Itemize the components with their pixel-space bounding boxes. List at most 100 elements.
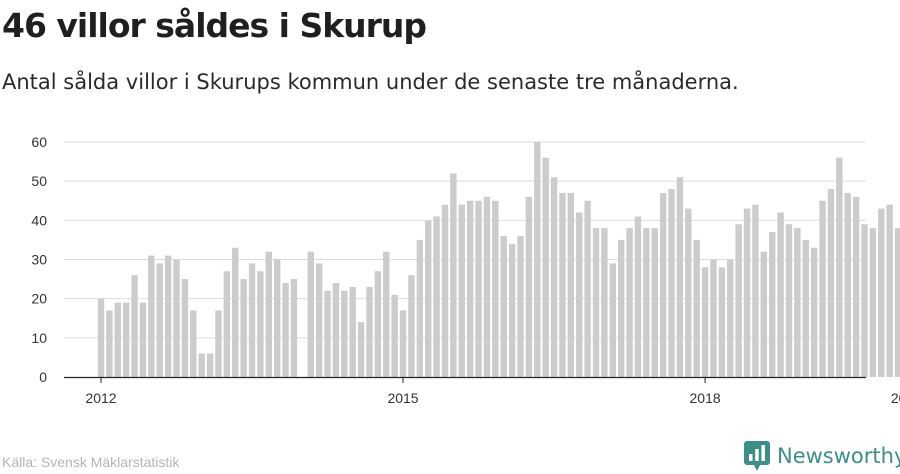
- bar: [483, 196, 491, 377]
- x-tick-label: 2015: [387, 390, 418, 406]
- bar: [475, 200, 482, 377]
- bar: [366, 286, 373, 377]
- bar: [198, 353, 205, 377]
- y-tick-label: 40: [31, 212, 47, 228]
- x-tick-label: 2020: [891, 390, 900, 406]
- bar: [450, 173, 457, 377]
- bar: [693, 239, 700, 377]
- bar: [164, 255, 172, 377]
- bar: [836, 157, 843, 377]
- bar: [802, 239, 809, 377]
- newsworthy-logo-icon: [744, 441, 770, 471]
- bar: [349, 286, 356, 377]
- bar: [374, 271, 382, 377]
- bar: [232, 247, 239, 377]
- bar: [760, 251, 768, 377]
- bar: [324, 290, 331, 377]
- bar: [466, 200, 474, 377]
- bar: [634, 216, 642, 377]
- bar: [114, 302, 121, 377]
- page-title: 46 villor såldes i Skurup: [2, 6, 427, 45]
- bar: [223, 271, 231, 377]
- bar: [676, 177, 684, 377]
- x-tick-label: 2018: [690, 390, 721, 406]
- bar: [743, 208, 751, 377]
- bar: [492, 200, 499, 377]
- bar: [844, 192, 851, 377]
- source-note: Källa: Svensk Mäklarstatistik: [2, 454, 180, 470]
- bar: [173, 259, 180, 377]
- bar: [106, 310, 113, 377]
- bar: [273, 259, 281, 377]
- bar: [886, 204, 893, 377]
- bar: [794, 228, 801, 377]
- bar: [651, 228, 658, 377]
- y-tick-label: 20: [31, 291, 47, 307]
- bar: [282, 283, 289, 377]
- bar: [810, 247, 818, 377]
- bar: [626, 228, 633, 377]
- bar: [827, 189, 835, 377]
- bar: [852, 196, 860, 377]
- x-tick-label: 2012: [85, 390, 116, 406]
- bar: [307, 251, 314, 377]
- bar: [425, 220, 432, 377]
- bar: [416, 239, 424, 377]
- bar: [441, 204, 449, 377]
- bar: [458, 204, 465, 377]
- bar: [894, 228, 900, 377]
- bar: [769, 232, 776, 377]
- newsworthy-logo: Newsworthy: [744, 441, 900, 471]
- bar: [567, 192, 575, 377]
- bar: [408, 275, 415, 377]
- bar: [248, 263, 256, 377]
- bar: [332, 283, 340, 377]
- bar: [727, 259, 734, 377]
- brand-name: Newsworthy: [777, 444, 900, 468]
- bar: [190, 310, 197, 377]
- bar: [685, 208, 692, 377]
- page-subtitle: Antal sålda villor i Skurups kommun unde…: [2, 70, 739, 94]
- bar: [122, 302, 130, 377]
- bar: [643, 228, 650, 377]
- bar: [148, 255, 155, 377]
- bar: [559, 192, 566, 377]
- bar: [315, 263, 323, 377]
- bar: [97, 298, 105, 377]
- bar: [139, 302, 147, 377]
- y-tick-label: 30: [31, 252, 47, 268]
- bar: [131, 275, 138, 377]
- bar: [878, 208, 885, 377]
- y-tick-label: 0: [39, 369, 47, 385]
- bar: [777, 212, 784, 377]
- bar: [617, 239, 625, 377]
- bar: [399, 310, 407, 377]
- bar: [659, 192, 667, 377]
- bar: [206, 353, 214, 377]
- bar: [391, 294, 398, 377]
- y-tick-label: 10: [31, 330, 47, 346]
- bar: [433, 216, 440, 377]
- bar: [785, 224, 793, 377]
- bar: [584, 200, 591, 377]
- bar: [181, 279, 189, 377]
- bar: [156, 263, 163, 377]
- bar: [861, 224, 868, 377]
- bar: [542, 157, 549, 377]
- bar: [592, 228, 600, 377]
- bar: [601, 228, 608, 377]
- bar: [517, 236, 524, 377]
- bar: [215, 310, 222, 377]
- bar: [869, 228, 877, 377]
- bar: [550, 177, 558, 377]
- bar: [357, 322, 365, 377]
- bar: [710, 259, 717, 377]
- bar: [576, 212, 583, 377]
- bar: [290, 279, 298, 377]
- bar: [265, 251, 272, 377]
- bar: [508, 243, 516, 377]
- bar: [752, 204, 759, 377]
- bar: [341, 290, 348, 377]
- bar: [701, 267, 709, 377]
